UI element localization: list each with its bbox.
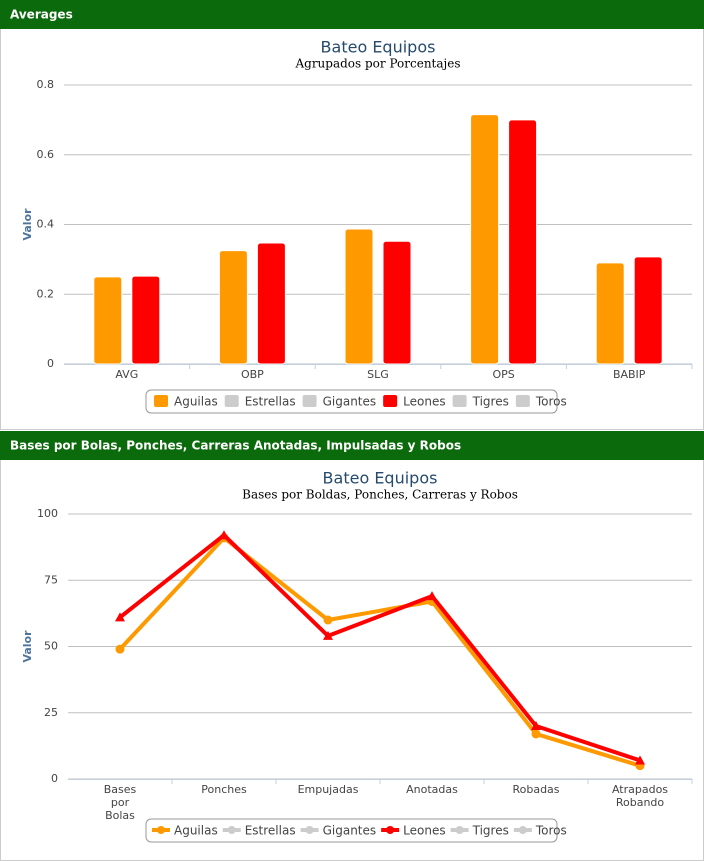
legend-item[interactable]: Toros xyxy=(535,395,567,409)
legend-item[interactable]: Toros xyxy=(535,824,567,838)
marker xyxy=(427,591,437,601)
y-tick-label: 25 xyxy=(44,706,58,719)
x-tick-label: Ponches xyxy=(201,783,247,796)
chart-title: Bateo Equipos xyxy=(321,38,436,57)
chart-subtitle: Agrupados por Porcentajes xyxy=(294,57,460,71)
bar xyxy=(218,250,248,365)
legend-item[interactable]: Estrellas xyxy=(245,395,296,409)
legend-item[interactable]: Tigres xyxy=(472,824,509,838)
legend: Aguilas Estrellas Gigantes Leones Tigres Toro… xyxy=(145,389,567,414)
legend-item[interactable]: Aguilas xyxy=(174,395,218,409)
marker xyxy=(115,644,125,654)
y-tick-label: 50 xyxy=(44,640,58,653)
legend-item[interactable]: Leones xyxy=(403,395,445,409)
bar xyxy=(470,114,500,365)
x-tick-label-line: Robando xyxy=(616,796,665,809)
panel-heading: Averages xyxy=(10,8,73,22)
bar xyxy=(595,262,625,365)
bar xyxy=(382,240,412,365)
legend-symbol xyxy=(386,826,395,834)
line-series xyxy=(118,533,641,763)
marker xyxy=(635,755,645,765)
x-tick-label: Empujadas xyxy=(298,783,359,796)
y-tick-label: 0.4 xyxy=(37,218,55,231)
marker xyxy=(323,630,333,640)
x-tick-label-line: Bolas xyxy=(105,809,135,822)
bar xyxy=(93,276,123,365)
legend-symbol xyxy=(455,826,464,834)
x-tick-label-line: Atrapados xyxy=(612,783,668,796)
y-tick-label: 100 xyxy=(37,507,58,520)
legend-symbol xyxy=(452,395,467,407)
legend: Aguilas Estrellas Gigantes Leones Tigres Toro… xyxy=(145,818,567,843)
legend-symbol xyxy=(157,826,165,834)
legend-item[interactable]: Gigantes xyxy=(323,395,377,409)
chart-subtitle: Bases por Boldas, Ponches, Carreras y Ro… xyxy=(242,488,518,502)
y-tick-label: 0 xyxy=(51,772,58,785)
legend-item[interactable]: Leones xyxy=(403,824,445,838)
legend-symbol xyxy=(305,826,314,834)
line-series xyxy=(118,535,641,768)
bar xyxy=(633,256,663,365)
x-tick-label: Robadas xyxy=(512,783,559,796)
bar xyxy=(344,228,374,365)
marker xyxy=(323,615,333,625)
bar xyxy=(131,275,161,365)
y-tick-label: 0 xyxy=(47,357,54,370)
x-tick-label: OBP xyxy=(241,368,264,381)
x-tick-label: SLG xyxy=(367,368,389,381)
marker xyxy=(531,729,541,739)
legend-symbol xyxy=(224,395,239,407)
panel-header xyxy=(0,0,704,29)
y-tick-label: 0.8 xyxy=(37,78,55,91)
legend-symbol xyxy=(154,395,168,407)
x-tick-label: Atrapados Robando xyxy=(612,783,668,809)
legend-symbol xyxy=(227,826,236,834)
bar xyxy=(508,119,538,365)
legend-symbol xyxy=(515,395,530,407)
panel-header xyxy=(0,431,704,460)
y-axis-label: Valor xyxy=(21,208,34,241)
legend-symbol xyxy=(383,395,398,407)
legend-box xyxy=(145,818,558,843)
legend-symbol xyxy=(518,826,527,834)
legend-symbol xyxy=(302,395,317,407)
y-tick-label: 0.2 xyxy=(37,287,55,300)
x-tick-label: OPS xyxy=(492,368,514,381)
panel-heading: Bases por Bolas, Ponches, Carreras Anota… xyxy=(10,439,461,453)
legend-item[interactable]: Tigres xyxy=(472,395,509,409)
x-tick-label-line: Bases xyxy=(104,783,137,796)
y-axis-label: Valor xyxy=(21,630,34,663)
x-tick-label-line: por xyxy=(111,796,130,809)
marker xyxy=(115,612,125,622)
legend-item[interactable]: Aguilas xyxy=(174,824,218,838)
x-tick-label: Anotadas xyxy=(406,783,458,796)
legend-item[interactable]: Estrellas xyxy=(245,824,296,838)
y-tick-label: 0.6 xyxy=(37,148,55,161)
marker xyxy=(219,530,229,540)
marker xyxy=(531,721,541,730)
x-tick-label: Bases por Bolas xyxy=(104,783,137,822)
x-tick-label: BABIP xyxy=(613,368,646,381)
legend-item[interactable]: Gigantes xyxy=(323,824,377,838)
x-tick-label: AVG xyxy=(115,368,138,381)
chart-title: Bateo Equipos xyxy=(323,469,438,488)
y-tick-label: 75 xyxy=(44,573,58,586)
bar xyxy=(256,242,286,365)
